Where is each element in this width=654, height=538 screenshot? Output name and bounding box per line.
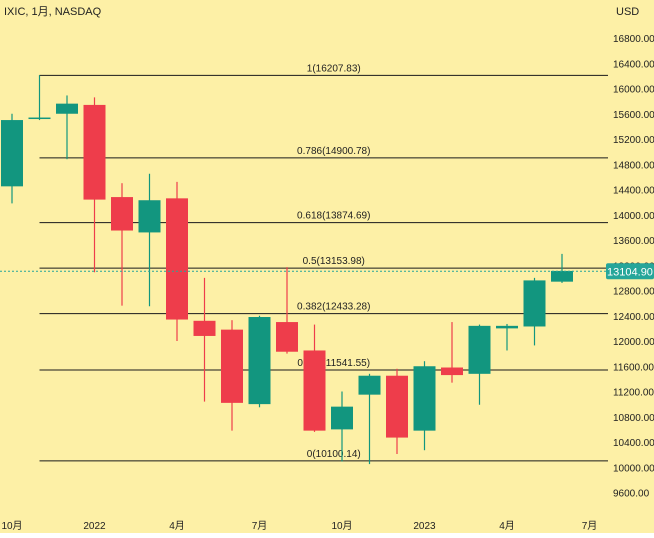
candle[interactable]	[138, 173, 161, 307]
candle[interactable]	[111, 183, 133, 306]
y-tick-label: 16400.00	[613, 59, 654, 70]
x-tick-label: 10月	[1, 520, 22, 532]
candle[interactable]	[248, 315, 271, 408]
candle-body	[358, 375, 381, 395]
fib-level-label: 0.382(12433.28)	[297, 302, 370, 313]
candle-body	[1, 120, 23, 187]
fib-level-label: 0.5(13153.98)	[303, 256, 365, 267]
candles-group	[1, 75, 573, 465]
y-tick-label: 12000.00	[613, 337, 654, 348]
y-tick-label: 15600.00	[613, 110, 654, 121]
last-price-badge: 13104.90	[606, 263, 654, 280]
y-tick-label: 16800.00	[613, 34, 654, 45]
candle[interactable]	[303, 324, 326, 432]
fib-level-label: 0.618(13874.69)	[297, 211, 370, 222]
candle-body	[28, 117, 51, 120]
candle-body	[166, 198, 188, 320]
x-tick-label: 7月	[582, 520, 598, 532]
candle[interactable]	[166, 181, 188, 341]
candle[interactable]	[28, 75, 51, 121]
y-tick-label: 10800.00	[613, 413, 654, 424]
candle-body	[441, 367, 463, 376]
candle-body	[331, 406, 353, 430]
candle[interactable]	[276, 267, 298, 354]
candle-body	[83, 104, 106, 200]
y-tick-label: 16000.00	[613, 85, 654, 96]
fib-level-label: 0.786(14900.78)	[297, 146, 370, 157]
candle[interactable]	[441, 322, 463, 383]
y-tick-label: 11600.00	[613, 362, 654, 373]
y-tick-label: 15200.00	[613, 135, 654, 146]
candle[interactable]	[468, 324, 491, 405]
y-tick-label: 14400.00	[613, 186, 654, 197]
x-tick-label: 7月	[252, 520, 268, 532]
candle[interactable]	[193, 277, 216, 402]
last-price-value: 13104.90	[607, 266, 653, 278]
x-tick-label: 4月	[169, 520, 185, 532]
currency-label: USD	[616, 6, 639, 18]
candle[interactable]	[551, 253, 573, 283]
candle-body	[193, 320, 216, 336]
candle[interactable]	[496, 323, 518, 351]
fib-level-label: 0.236(11541.55)	[297, 358, 370, 369]
candle[interactable]	[331, 391, 353, 462]
candle[interactable]	[523, 277, 546, 346]
y-tick-label: 11200.00	[613, 388, 654, 399]
candle-body	[56, 103, 78, 114]
candle-body	[221, 329, 243, 403]
y-tick-label: 13600.00	[613, 236, 654, 247]
time-axis[interactable]: 10月 2022 4月 7月 10月 2023 4月 7月	[1, 520, 597, 532]
y-tick-label: 10400.00	[613, 438, 654, 449]
x-tick-label: 4月	[499, 520, 515, 532]
y-tick-label: 14800.00	[613, 160, 654, 171]
y-tick-label: 14000.00	[613, 211, 654, 222]
candle[interactable]	[1, 113, 23, 204]
candle-body	[496, 325, 518, 329]
candle[interactable]	[386, 368, 408, 454]
x-tick-label: 10月	[331, 520, 352, 532]
candle-body	[468, 325, 491, 374]
candle-body	[276, 322, 298, 352]
candle[interactable]	[56, 95, 78, 160]
candle[interactable]	[83, 97, 106, 273]
candle-body	[303, 350, 326, 431]
candle-body	[386, 375, 408, 438]
fib-level-label: 0(10100.14)	[307, 449, 361, 460]
candle[interactable]	[413, 361, 436, 451]
x-tick-label: 2022	[83, 521, 106, 532]
x-tick-label: 2023	[413, 521, 436, 532]
candle-body	[248, 317, 271, 405]
candle-body	[551, 270, 573, 282]
y-tick-label: 10000.00	[613, 463, 654, 474]
candle-body	[138, 200, 161, 233]
candle-body	[523, 280, 546, 327]
y-tick-label: 12800.00	[613, 287, 654, 298]
candle[interactable]	[358, 373, 381, 465]
y-tick-label: 12400.00	[613, 312, 654, 323]
fib-level-label: 1(16207.83)	[307, 63, 361, 74]
candle[interactable]	[221, 320, 243, 431]
price-axis[interactable]: 9600.00 10000.00 10400.00 10800.00 11200.00 1…	[613, 34, 654, 500]
candle-body	[111, 197, 133, 231]
candle-body	[413, 366, 436, 431]
symbol-label: IXIC, 1月, NASDAQ	[4, 6, 102, 18]
y-tick-label: 9600.00	[613, 489, 650, 500]
